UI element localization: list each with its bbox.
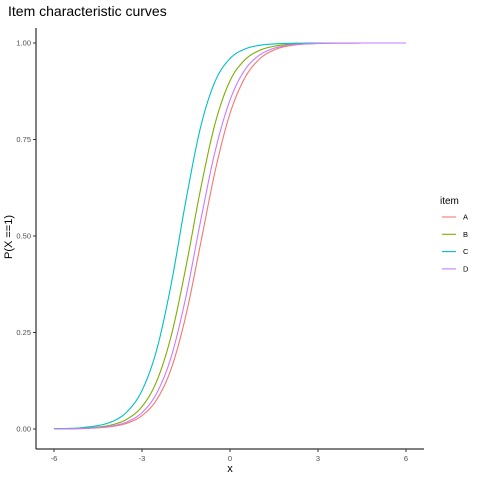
y-tick-label: 0.25 xyxy=(16,328,31,337)
legend-label-d: D xyxy=(463,264,469,273)
x-tick-label: 0 xyxy=(228,454,232,463)
y-tick-label: 0.50 xyxy=(16,232,31,241)
legend-label-c: C xyxy=(463,247,469,256)
y-tick-label: 1.00 xyxy=(16,39,31,48)
series-line-d xyxy=(53,42,406,430)
series-lines xyxy=(53,42,406,430)
x-tick-label: -3 xyxy=(139,454,146,463)
x-tick-label: 3 xyxy=(316,454,320,463)
x-tick-label: -6 xyxy=(51,454,58,463)
legend-label-a: A xyxy=(463,213,468,222)
y-axis-title: P(X ==1) xyxy=(3,215,15,259)
x-axis-ticks: -6 -3 0 3 6 xyxy=(51,449,408,463)
y-tick-label: 0.00 xyxy=(16,425,31,434)
y-tick-label: 0.75 xyxy=(16,135,31,144)
x-axis-title: x xyxy=(227,463,233,475)
y-axis-ticks: 0.00 0.25 0.50 0.75 1.00 xyxy=(16,39,36,434)
chart-title: Item characteristic curves xyxy=(8,3,167,19)
x-tick-label: 6 xyxy=(404,454,408,463)
legend-label-b: B xyxy=(463,230,468,239)
legend-title: item xyxy=(440,196,459,207)
